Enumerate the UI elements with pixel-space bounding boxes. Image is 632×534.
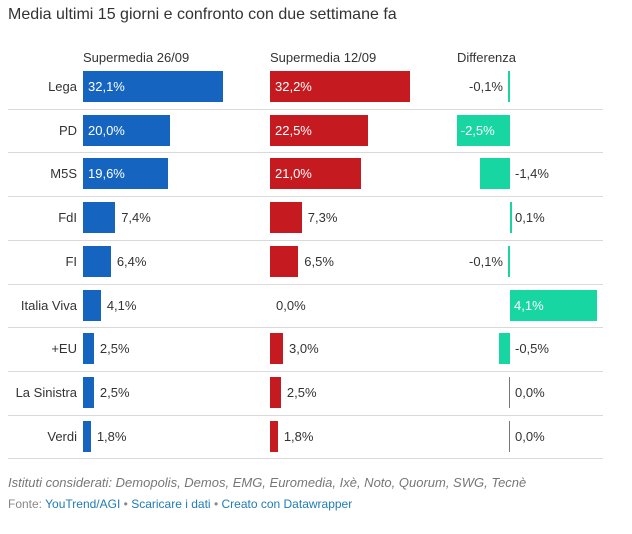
data-label-previous: 3,0% (289, 341, 319, 357)
bar-previous (270, 333, 284, 365)
data-label-previous: 22,5% (275, 122, 312, 138)
download-data-link[interactable]: Scaricare i dati (131, 497, 211, 511)
row-divider (8, 414, 603, 416)
data-label-current: 19,6% (88, 166, 125, 182)
row-divider (8, 152, 603, 154)
bar-previous (270, 420, 278, 452)
data-label-difference: -0,1% (469, 253, 503, 269)
column-header-previous: Supermedia 12/09 (270, 50, 377, 65)
zero-line (509, 376, 510, 408)
bar-current (83, 71, 223, 102)
category-label: PD (58, 122, 77, 138)
column-header-current: Supermedia 26/09 (83, 50, 190, 65)
row-divider (8, 458, 603, 460)
bar-difference (499, 333, 510, 365)
chart-row: +EU 2,5% 3,0% -0,5% (0, 327, 632, 371)
category-label: Verdi (47, 428, 77, 444)
data-label-previous: 2,5% (286, 384, 317, 400)
data-label-difference: 0,0% (515, 384, 545, 400)
data-label-difference: -0,5% (515, 341, 549, 357)
chart-row: Italia Viva 4,1% 0,0% 4,1% (0, 284, 632, 328)
data-label-current: 2,5% (99, 341, 130, 357)
data-label-previous: 6,5% (304, 253, 334, 269)
datawrapper-link[interactable]: Creato con Datawrapper (221, 497, 353, 511)
chart-row: FdI 7,4% 7,3% 0,1% (0, 196, 632, 240)
row-divider (8, 370, 603, 372)
bar-current (83, 289, 101, 321)
data-label-difference: -2,5% (460, 122, 495, 138)
data-label-difference: 4,1% (514, 297, 544, 313)
bar-previous (270, 202, 302, 234)
chart-row: FI 6,4% 6,5% -0,1% (0, 240, 632, 284)
category-label: FI (65, 253, 77, 269)
bar-previous (270, 114, 368, 146)
bar-difference (507, 245, 510, 277)
row-divider (8, 108, 603, 110)
category-label: Italia Viva (20, 297, 77, 313)
bar-difference (456, 114, 510, 146)
data-label-previous: 1,8% (283, 428, 314, 444)
bar-current (83, 158, 169, 190)
bar-current (83, 333, 94, 365)
data-label-difference: 0,0% (515, 428, 545, 444)
data-label-difference: -1,4% (515, 166, 549, 182)
source-prefix: Fonte: (8, 497, 43, 511)
chart-row: La Sinistra 2,5% 2,5% 0,0% (0, 371, 632, 415)
chart-row: Verdi 1,8% 1,8% 0,0% (0, 415, 632, 459)
source-link[interactable]: YouTrend/AGI (45, 497, 121, 511)
bar-difference (507, 71, 510, 102)
data-label-current: 6,4% (116, 253, 147, 269)
data-label-current: 4,1% (106, 297, 137, 313)
data-label-current: 1,8% (96, 428, 127, 444)
data-label-current: 32,1% (88, 79, 125, 94)
category-label: La Sinistra (15, 384, 77, 400)
data-label-current: 2,5% (99, 384, 130, 400)
category-label: Lega (48, 79, 77, 94)
separator: • (213, 497, 219, 511)
data-label-difference: 0,1% (515, 210, 545, 226)
category-label: FdI (58, 210, 77, 226)
footer-source: Fonte: YouTrend/AGI • Scaricare i dati •… (8, 497, 352, 511)
data-label-current: 7,4% (121, 210, 151, 226)
column-header-difference: Differenza (457, 50, 517, 65)
footer-note: Istituti considerati: Demopolis, Demos, … (8, 475, 527, 490)
data-label-previous: 0,0% (276, 297, 306, 313)
bar-previous (270, 376, 281, 408)
zero-line (509, 420, 510, 452)
bar-current (83, 376, 94, 408)
bar-previous (270, 71, 411, 102)
chart-title: Media ultimi 15 giorni e confronto con d… (8, 6, 397, 23)
data-label-difference: -0,1% (469, 79, 503, 94)
row-divider (8, 283, 603, 285)
row-divider (8, 327, 603, 329)
bar-previous (270, 245, 299, 277)
bar-previous (270, 158, 362, 190)
bar-difference (510, 289, 598, 321)
data-label-previous: 21,0% (275, 166, 312, 182)
chart-row: PD 20,0% 22,5% -2,5% (0, 109, 632, 153)
row-divider (8, 196, 603, 198)
bar-current (83, 114, 170, 146)
bar-current (83, 202, 116, 234)
category-label: +EU (51, 341, 77, 357)
data-label-current: 20,0% (88, 122, 125, 138)
chart-row: M5S 19,6% 21,0% -1,4% (0, 152, 632, 196)
data-label-previous: 32,2% (275, 79, 312, 94)
separator: • (123, 497, 128, 511)
data-label-previous: 7,3% (307, 210, 338, 226)
category-label: M5S (50, 166, 77, 182)
bar-current (83, 420, 91, 452)
bar-difference (510, 202, 513, 234)
bar-difference (480, 158, 510, 190)
bar-current (83, 245, 111, 277)
chart-row: Lega 32,1% 32,2% -0,1% (0, 65, 632, 109)
row-divider (8, 239, 603, 241)
